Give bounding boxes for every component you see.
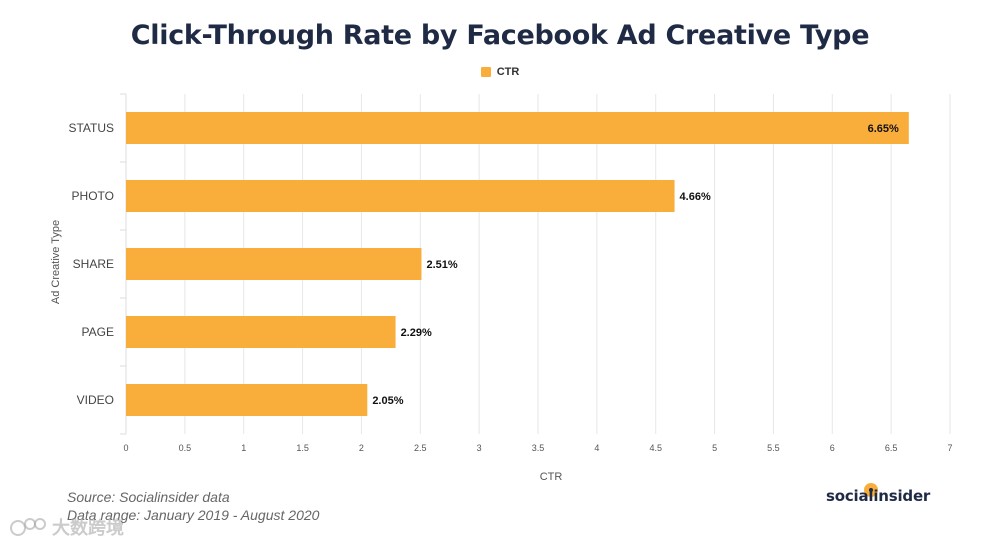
watermark-text: 大数跨境	[52, 518, 124, 538]
brand-logo-icon	[864, 483, 878, 497]
x-tick-label: 2	[359, 443, 364, 453]
x-tick-label: 3.5	[532, 443, 545, 453]
x-tick-label: 0.5	[179, 443, 192, 453]
legend-label: CTR	[496, 66, 520, 78]
watermark-icon	[8, 516, 48, 538]
chart-title: Click-Through Rate by Facebook Ad Creati…	[130, 20, 870, 51]
x-tick-label: 5	[712, 443, 717, 453]
x-tick-label: 3	[477, 443, 482, 453]
x-axis-title: CTR	[540, 471, 563, 483]
category-label: STATUS	[68, 121, 114, 135]
bar[interactable]	[126, 316, 396, 348]
x-tick-label: 4	[594, 443, 599, 453]
data-label: 2.51%	[426, 259, 457, 271]
chart-legend[interactable]: CTR	[0, 66, 1000, 78]
bar[interactable]	[126, 384, 368, 416]
category-label: SHARE	[73, 257, 114, 271]
category-label: PAGE	[82, 325, 114, 339]
y-axis-title: Ad Creative Type	[50, 220, 62, 304]
bar[interactable]	[126, 112, 909, 144]
x-tick-label: 4.5	[649, 443, 662, 453]
data-label: 2.29%	[401, 327, 432, 339]
x-tick-label: 6.5	[885, 443, 898, 453]
category-label: VIDEO	[77, 393, 114, 407]
x-tick-label: 1	[241, 443, 246, 453]
x-tick-label: 7	[947, 443, 952, 453]
data-label: 6.65%	[868, 123, 899, 135]
brand-logo-text: socialinsider	[826, 487, 931, 505]
bar[interactable]	[126, 248, 422, 280]
x-tick-label: 2.5	[414, 443, 427, 453]
category-label: PHOTO	[72, 189, 114, 203]
source-note: Source: Socialinsider data	[67, 489, 230, 505]
legend-swatch	[480, 67, 491, 77]
x-tick-label: 1.5	[296, 443, 309, 453]
data-label: 2.05%	[372, 395, 403, 407]
x-tick-label: 6	[830, 443, 835, 453]
chart-footer: Source: Socialinsider data Data range: J…	[67, 488, 319, 524]
x-tick-label: 0	[123, 443, 128, 453]
bar[interactable]	[126, 180, 675, 212]
watermark: 大数跨境	[8, 514, 124, 540]
date-range-note: Data range: January 2019 - August 2020	[67, 507, 320, 523]
data-label: 4.66%	[680, 191, 711, 203]
x-tick-label: 5.5	[767, 443, 780, 453]
